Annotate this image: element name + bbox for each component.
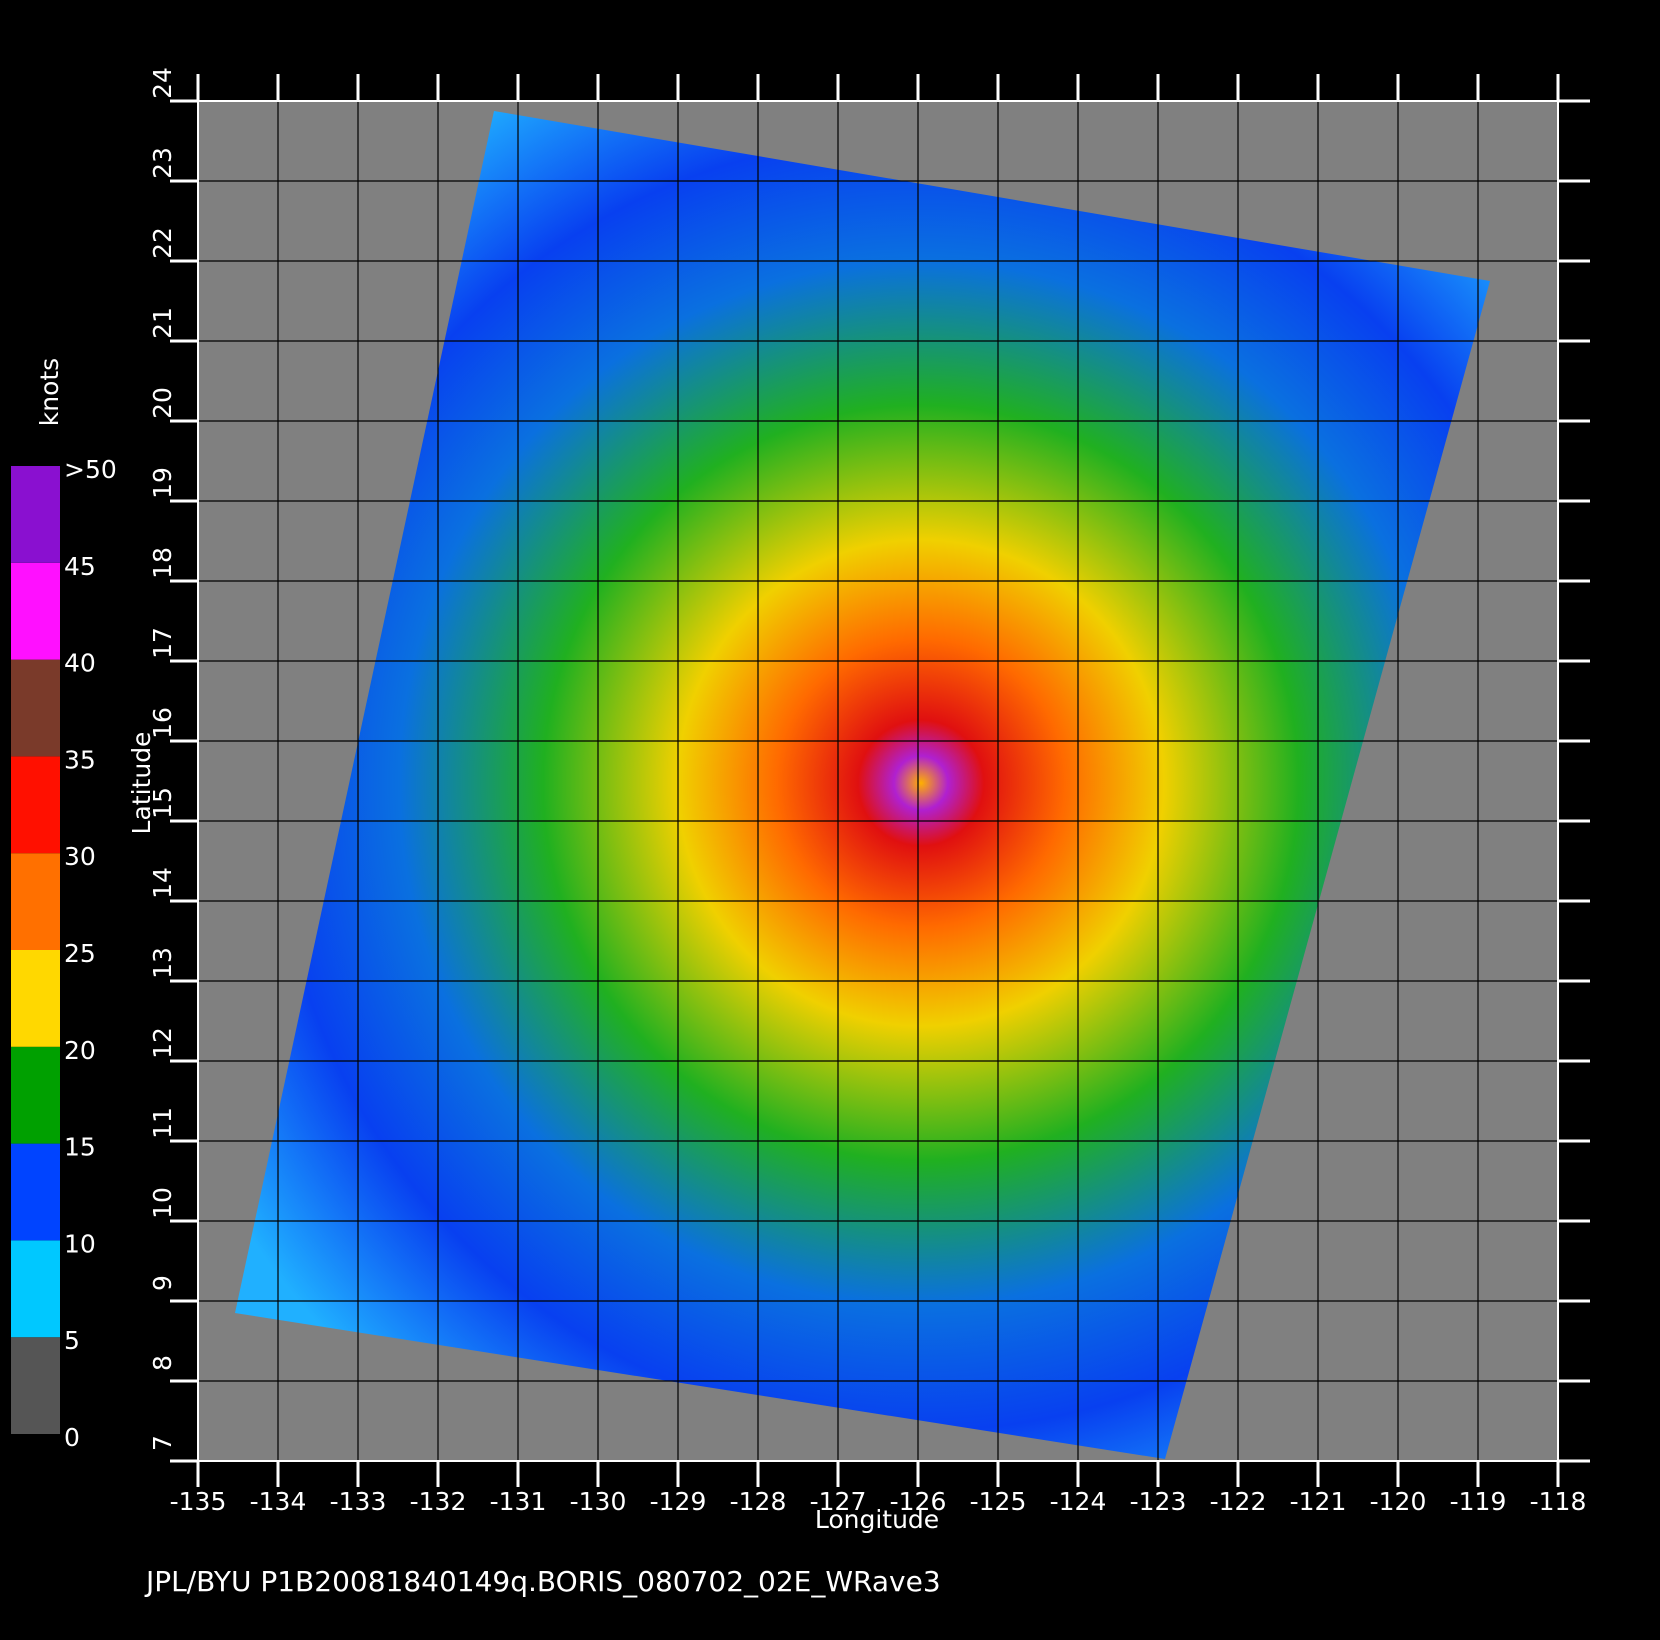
x-tick-label: -125 <box>970 1487 1027 1516</box>
colorbar-unit: knots <box>35 358 64 426</box>
colorbar-label: 15 <box>64 1133 96 1162</box>
y-tick-label: 12 <box>148 1027 177 1059</box>
colorbar-band <box>11 1143 60 1241</box>
x-tick-label: -123 <box>1130 1487 1187 1516</box>
colorbar-label: 45 <box>64 552 96 581</box>
y-tick-label: 11 <box>148 1107 177 1139</box>
colorbar-band <box>11 950 60 1047</box>
x-tick-label: -134 <box>250 1487 307 1516</box>
colorbar-label: 30 <box>64 842 96 871</box>
x-tick-label: -126 <box>890 1487 947 1516</box>
colorbar-label: >50 <box>64 455 117 484</box>
colorbar-band <box>11 1046 60 1144</box>
y-tick-label: 24 <box>148 67 177 99</box>
y-tick-label: 16 <box>148 707 177 739</box>
x-tick-label: -119 <box>1450 1487 1507 1516</box>
colorbar-label: 20 <box>64 1036 96 1065</box>
y-tick-label: 8 <box>148 1355 177 1371</box>
y-tick-label: 20 <box>148 387 177 419</box>
colorbar-band <box>11 1240 60 1338</box>
y-tick-label: 13 <box>148 947 177 979</box>
x-tick-label: -118 <box>1530 1487 1587 1516</box>
colorbar-band <box>11 853 60 950</box>
x-tick-label: -122 <box>1210 1487 1267 1516</box>
x-tick-label: -120 <box>1370 1487 1427 1516</box>
y-tick-label: 15 <box>148 787 177 819</box>
x-tick-label: -128 <box>730 1487 787 1516</box>
colorbar-label: 35 <box>64 745 96 774</box>
y-tick-label: 19 <box>148 467 177 499</box>
y-tick-label: 7 <box>148 1435 177 1451</box>
x-axis-label: Longitude <box>815 1505 939 1534</box>
y-tick-label: 21 <box>148 307 177 339</box>
colorbar-label: 40 <box>64 649 96 678</box>
y-tick-label: 23 <box>148 147 177 179</box>
x-tick-label: -127 <box>810 1487 867 1516</box>
y-tick-label: 10 <box>148 1187 177 1219</box>
colorbar-label: 25 <box>64 939 96 968</box>
y-tick-label: 22 <box>148 227 177 259</box>
colorbar-label: 10 <box>64 1229 96 1258</box>
x-tick-label: -124 <box>1050 1487 1107 1516</box>
y-tick-label: 9 <box>148 1275 177 1291</box>
x-tick-label: -130 <box>570 1487 627 1516</box>
colorbar-band <box>11 562 60 660</box>
y-axis-label: Latitude <box>127 732 156 835</box>
y-tick-label: 18 <box>148 547 177 579</box>
x-tick-label: -135 <box>170 1487 227 1516</box>
footer: JPL/BYU P1B20081840149q.BORIS_080702_02E… <box>144 1565 941 1598</box>
colorbar-band <box>11 1337 60 1434</box>
x-tick-label: -133 <box>330 1487 387 1516</box>
y-tick-label: 17 <box>148 627 177 659</box>
x-tick-label: -129 <box>650 1487 707 1516</box>
wind-swath <box>235 111 1490 1459</box>
x-tick-label: -131 <box>490 1487 547 1516</box>
colorbar-label: 5 <box>64 1326 80 1355</box>
colorbar-band <box>11 466 60 563</box>
colorbar-band <box>11 659 60 757</box>
y-tick-label: 14 <box>148 867 177 899</box>
x-tick-label: -121 <box>1290 1487 1347 1516</box>
x-tick-label: -132 <box>410 1487 467 1516</box>
colorbar-label: 0 <box>64 1423 80 1452</box>
plot-frame <box>197 100 1559 1462</box>
colorbar-band <box>11 756 60 854</box>
